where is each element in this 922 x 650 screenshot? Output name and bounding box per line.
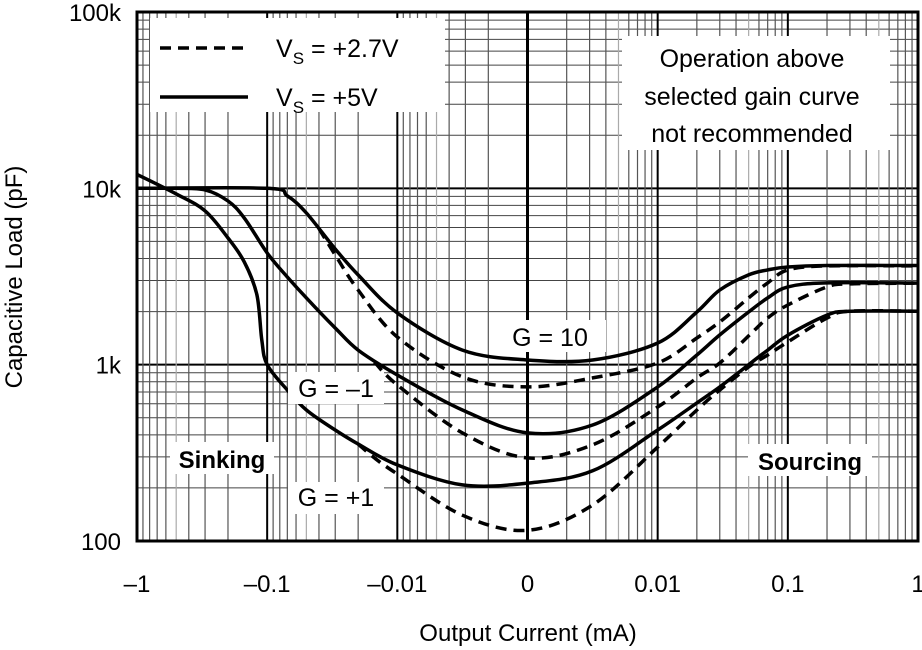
label-sinking: Sinking (179, 447, 266, 474)
label-g10: G = 10 (512, 324, 588, 352)
y-tick-label: 100k (69, 0, 122, 27)
curve-gm1-2p7v (373, 281, 919, 461)
note-line-1: Operation above (660, 45, 845, 73)
curve-gp1-2p7v (356, 308, 919, 533)
curve-g10-2p7v (317, 227, 919, 389)
label-gp1: G = +1 (298, 484, 374, 512)
x-tick-label: –0.1 (244, 571, 291, 598)
x-tick-label: 0.1 (771, 571, 804, 598)
x-tick-label: –0.01 (367, 571, 427, 598)
x-tick-label: 0.01 (634, 571, 681, 598)
note-line-2: selected gain curve (644, 83, 859, 111)
curve-gp1-5v (136, 172, 919, 489)
legend: VS = +2.7V VS = +5V (150, 18, 445, 117)
curve-gm1-5v (136, 186, 919, 436)
operation-note: Operation above selected gain curve not … (622, 36, 890, 150)
curve-g10-5v (136, 186, 919, 364)
label-sourcing: Sourcing (758, 449, 862, 476)
y-tick-label: 100 (81, 529, 121, 556)
x-tick-label: –1 (124, 571, 151, 598)
tick-labels: –1 –0.1 –0.01 0 0.01 0.1 1 100 1k 10k 100k (69, 0, 922, 598)
label-gm1: G = –1 (298, 375, 374, 403)
note-line-3: not recommended (651, 120, 853, 148)
x-axis-title: Output Current (mA) (419, 620, 636, 647)
y-tick-label: 1k (96, 353, 122, 380)
y-tick-label: 10k (82, 176, 122, 203)
plot-border (135, 10, 920, 543)
y-axis-title: Capacitive Load (pF) (1, 166, 28, 389)
legend-entry-5v: VS = +5V (276, 84, 378, 117)
plot-frame (135, 10, 920, 543)
x-tick-label: 0 (521, 571, 534, 598)
x-tick-label: 1 (911, 571, 922, 598)
curves (136, 172, 919, 533)
legend-entry-2p7v: VS = +2.7V (276, 35, 399, 68)
